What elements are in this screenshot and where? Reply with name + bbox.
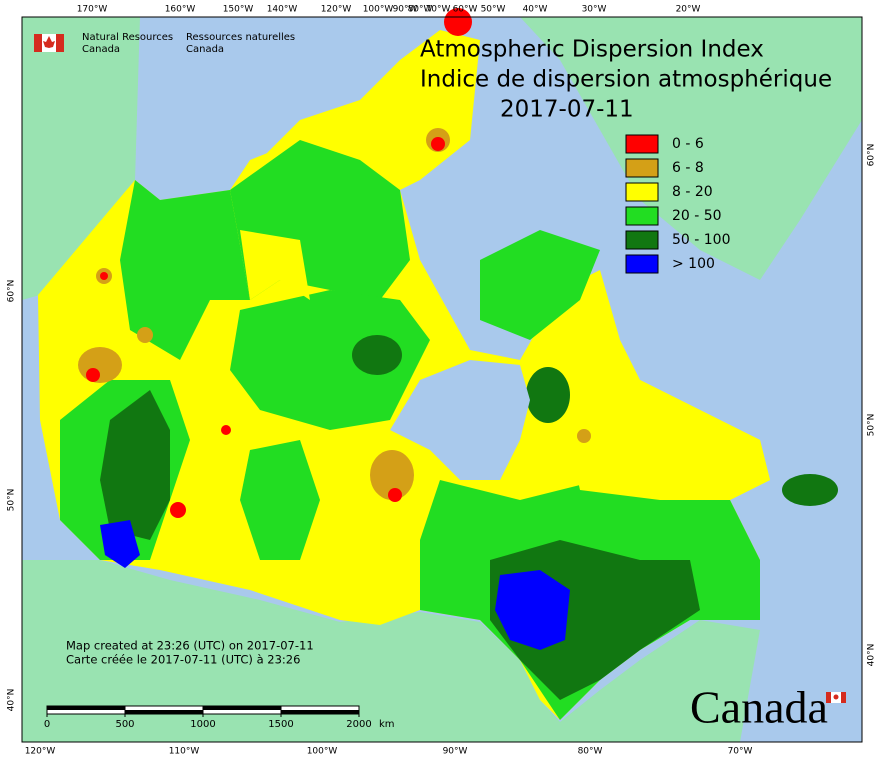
scale-label: 500 <box>115 719 134 730</box>
maple-leaf <box>833 694 839 700</box>
graticule-top: 70°W <box>426 5 451 15</box>
graticule-top: 170°W <box>77 5 108 15</box>
graticule-left: 40°N <box>7 689 17 712</box>
legend-label: 8 - 20 <box>672 184 713 200</box>
legend-swatch <box>625 230 659 250</box>
zone-darkgreen <box>782 474 838 506</box>
graticule-top: 50°W <box>481 5 506 15</box>
legend-label: 50 - 100 <box>672 232 731 248</box>
legend-swatch <box>625 254 659 274</box>
usa-land <box>22 560 760 742</box>
graticule-bottom: 80°W <box>578 747 603 757</box>
graticule-bottom: 90°W <box>443 747 468 757</box>
maple-leaf <box>43 36 55 48</box>
graticule-bottom: 120°W <box>25 747 56 757</box>
flag-bar <box>826 692 831 703</box>
legend-swatch <box>625 134 659 154</box>
zone-green <box>120 180 250 360</box>
flag-bar <box>56 34 64 52</box>
credit-line: Map created at 23:26 (UTC) on 2017-07-11 <box>66 639 314 653</box>
scale-label: 2000 <box>346 719 371 730</box>
map-frame <box>21 16 863 743</box>
legend-swatch <box>625 182 659 202</box>
zone-blue <box>495 570 570 650</box>
zone-green <box>230 290 430 430</box>
graticule-top: 20°W <box>676 5 701 15</box>
zone-orange <box>78 347 122 383</box>
graticule-right: 40°N <box>867 644 877 667</box>
flag-bar <box>34 34 42 52</box>
zone-red <box>221 425 231 435</box>
graticule-top: 100°W <box>363 5 394 15</box>
scale-segment <box>125 710 203 714</box>
legend-label: 20 - 50 <box>672 208 722 224</box>
scale-segment <box>47 706 125 710</box>
greenland-land <box>520 17 862 280</box>
graticule-top: 30°W <box>582 5 607 15</box>
scale-label: 0 <box>44 719 50 730</box>
alaska-land <box>22 17 140 300</box>
legend-label: 0 - 6 <box>672 136 704 152</box>
zone-orange <box>137 327 153 343</box>
agency-en: Natural Resources <box>82 32 173 43</box>
zone-red <box>444 8 472 36</box>
zone-red <box>431 137 445 151</box>
zone-red <box>388 488 402 502</box>
zone-red <box>86 368 100 382</box>
graticule-right: 60°N <box>867 144 877 167</box>
graticule-left: 50°N <box>7 489 17 512</box>
graticule-top: 120°W <box>321 5 352 15</box>
scale-label: 1000 <box>190 719 215 730</box>
wordmark: Canada <box>690 682 828 733</box>
zone-yellow <box>240 230 310 300</box>
graticule-right: 50°N <box>867 414 877 437</box>
graticule-top: 40°W <box>523 5 548 15</box>
legend-label: 6 - 8 <box>672 160 704 176</box>
agency-fr: Ressources naturelles <box>186 32 295 43</box>
graticule-top: 160°W <box>165 5 196 15</box>
graticule-bottom: 70°W <box>728 747 753 757</box>
graticule-bottom: 100°W <box>307 747 338 757</box>
credit-line: Carte créée le 2017-07-11 (UTC) à 23:26 <box>66 653 300 667</box>
scale-segment <box>281 710 359 714</box>
agency-en: Canada <box>82 44 120 55</box>
graticule-top: 140°W <box>267 5 298 15</box>
legend-swatch <box>625 206 659 226</box>
scale-segment <box>203 706 281 710</box>
flag-bar <box>841 692 846 703</box>
graticule-top: 60°W <box>453 5 478 15</box>
zone-red <box>170 502 186 518</box>
zone-darkgreen <box>100 390 170 540</box>
graticule-top: 150°W <box>223 5 254 15</box>
hudson-bay <box>390 360 530 480</box>
zone-darkgreen <box>352 335 402 375</box>
title-date: 2017-07-11 <box>500 97 634 123</box>
graticule-left: 60°N <box>7 280 17 303</box>
title-fr: Indice de dispersion atmosphérique <box>420 67 832 93</box>
zone-orange <box>577 429 591 443</box>
graticule-bottom: 110°W <box>169 747 200 757</box>
zone-green <box>240 440 320 560</box>
zone-yellow <box>560 380 770 500</box>
zone-blue <box>100 520 140 568</box>
graticule-top: 80°W <box>408 5 433 15</box>
title-en: Atmospheric Dispersion Index <box>420 37 764 63</box>
legend-label: > 100 <box>672 256 715 272</box>
agency-fr: Canada <box>186 44 224 55</box>
scale-label: 1500 <box>268 719 293 730</box>
zone-red <box>100 272 108 280</box>
legend-swatch <box>625 158 659 178</box>
zone-orange <box>370 450 414 500</box>
zone-darkgreen <box>526 367 570 423</box>
scale-unit: km <box>379 719 395 730</box>
baffin-south <box>480 230 600 340</box>
graticule-top: 90°W <box>393 5 418 15</box>
